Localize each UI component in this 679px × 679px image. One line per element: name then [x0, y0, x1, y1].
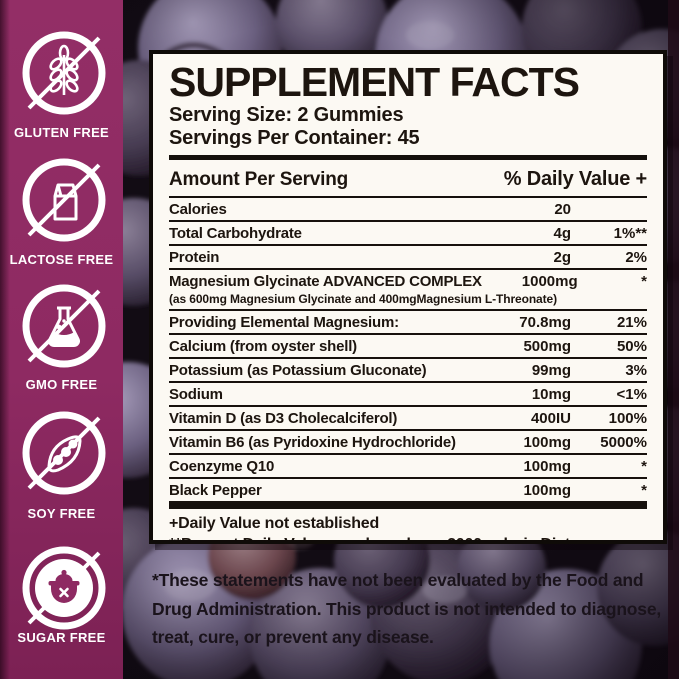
row-nutrient-name: Providing Elemental Magnesium: [169, 314, 399, 331]
divider-thick [169, 155, 647, 160]
row-daily-value: 1%** [613, 225, 647, 242]
row-nutrient-name: Vitamin D (as D3 Cholecalciferol) [169, 410, 398, 427]
table-row: Calories 20 [169, 198, 647, 222]
badge-label: LACTOSE FREE [9, 252, 114, 267]
row-amount: 2g [553, 249, 571, 266]
flask-icon [22, 284, 106, 368]
row-nutrient-name: Vitamin B6 (as Pyridoxine Hydrochloride) [169, 434, 456, 451]
row-daily-value: 50% [616, 338, 647, 355]
row-amount: 100mg [523, 458, 571, 475]
badge-label: SUGAR FREE [17, 630, 106, 645]
row-amount: 99mg [531, 362, 571, 379]
row-daily-value: 3% [625, 362, 647, 379]
soy-pod-icon [22, 411, 106, 495]
row-daily-value: 100% [608, 410, 647, 427]
row-amount: 100mg [523, 482, 571, 499]
row-amount: 100mg [523, 434, 571, 451]
row-nutrient-name: Black Pepper [169, 482, 262, 499]
badge-label: GLUTEN FREE [13, 125, 110, 140]
table-row: Coenzyme Q10 100mg * [169, 455, 647, 479]
row-daily-value: * [641, 482, 647, 499]
table-header: Amount Per Serving % Daily Value + [169, 160, 647, 198]
table-row: Sodium 10mg <1% [169, 383, 647, 407]
footnote-daily-value: +Daily Value not established [169, 515, 380, 532]
row-nutrient-name: Coenzyme Q10 [169, 458, 275, 475]
row-amount: 70.8mg [519, 314, 571, 331]
row-daily-value: 2% [625, 249, 647, 266]
table-row: Providing Elemental Magnesium: 70.8mg 21… [169, 311, 647, 335]
table-row: Total Carbohydrate 4g 1%** [169, 222, 647, 246]
row-nutrient-name: Calories [169, 201, 227, 218]
footnote-percent-values: **Percent Daily Values are based on a200… [169, 534, 647, 540]
servings-per-container: Servings Per Container: 45 [169, 127, 420, 149]
table-row: Vitamin D (as D3 Cholecalciferol) 400IU … [169, 407, 647, 431]
row-amount: 10mg [531, 386, 571, 403]
table-row: Potassium (as Potassium Gluconate) 99mg … [169, 359, 647, 383]
row-daily-value: 21% [616, 314, 647, 331]
table-rows: Calories 20 Total Carbohydrate 4g 1%** P… [169, 198, 647, 503]
badge-label: SOY FREE [27, 506, 96, 521]
row-amount: 400IU [530, 410, 571, 427]
row-nutrient-name: Magnesium Glycinate ADVANCED COMPLEX [169, 273, 482, 290]
panel-title: SUPPLEMENT FACTS [169, 59, 580, 105]
row-amount: 20 [554, 201, 571, 218]
supplement-facts-panel: SUPPLEMENT FACTS Serving Size: 2 Gummies… [149, 50, 667, 544]
table-row: Vitamin B6 (as Pyridoxine Hydrochloride)… [169, 431, 647, 455]
row-daily-value: <1% [616, 386, 647, 403]
wheat-icon [22, 31, 106, 115]
row-nutrient-name: Protein [169, 249, 220, 266]
header-amount-per-serving: Amount Per Serving [169, 169, 349, 190]
row-amount: 4g [553, 225, 571, 242]
divider-bottom-bar [169, 503, 647, 509]
milk-carton-icon [22, 158, 106, 242]
row-nutrient-name: Sodium [169, 386, 223, 403]
table-row: Black Pepper 100mg * [169, 479, 647, 503]
row-daily-value: * [641, 458, 647, 475]
header-daily-value: % Daily Value + [503, 168, 647, 190]
row-nutrient-name: Calcium (from oyster shell) [169, 338, 357, 355]
free-from-sidebar: GLUTEN FREE LACTOSE FREE [0, 0, 123, 679]
row-amount: 500mg [523, 338, 571, 355]
serving-size: Serving Size: 2 Gummies [169, 104, 404, 126]
fda-disclaimer: *These statements have not been evaluate… [152, 570, 662, 647]
row-note: (as 600mg Magnesium Glycinate and 400mgM… [169, 292, 558, 306]
badge-label: GMO FREE [25, 377, 98, 392]
table-row: Calcium (from oyster shell) 500mg 50% [169, 335, 647, 359]
row-daily-value: 5000% [600, 434, 647, 451]
sugar-pot-icon [22, 546, 106, 630]
table-row: Magnesium Glycinate ADVANCED COMPLEX 100… [169, 270, 647, 311]
row-daily-value: * [641, 273, 647, 290]
row-nutrient-name: Potassium (as Potassium Gluconate) [169, 362, 427, 379]
table-row: Protein 2g 2% [169, 246, 647, 270]
row-amount: 1000mg [521, 273, 578, 290]
row-nutrient-name: Total Carbohydrate [169, 225, 302, 242]
